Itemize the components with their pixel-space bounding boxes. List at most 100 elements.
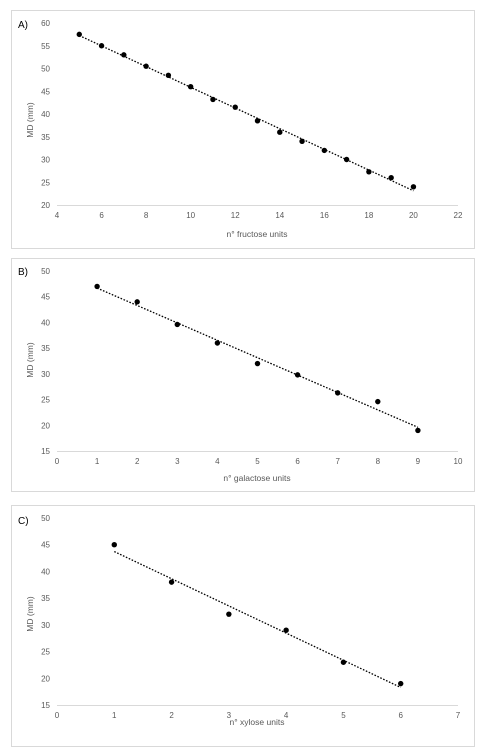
data-point xyxy=(388,175,394,181)
data-points xyxy=(94,283,421,434)
data-point xyxy=(210,96,216,103)
x-tick-label: 0 xyxy=(55,457,60,466)
data-point xyxy=(321,147,328,154)
y-tick-label: 20 xyxy=(41,201,50,210)
y-tick-label: 45 xyxy=(41,87,50,96)
trendline-layer xyxy=(79,34,414,192)
data-point xyxy=(299,138,305,144)
chart-frame xyxy=(11,505,475,747)
y-tick-label: 35 xyxy=(41,594,50,603)
chart-frame xyxy=(11,258,475,492)
y-tick-label: 45 xyxy=(41,293,50,302)
x-tick-label: 14 xyxy=(275,211,284,220)
data-point xyxy=(340,659,347,665)
data-point xyxy=(98,43,105,49)
y-tick-label: 30 xyxy=(41,621,50,630)
chart-panel-a: A) 4 6 8 10 12 14 16 18 20 22 20 25 30 35 40 45 50 55 60 n… xyxy=(11,10,475,249)
y-tick-label: 40 xyxy=(41,318,50,327)
panel-label: A) xyxy=(18,20,28,31)
data-point xyxy=(165,72,172,79)
y-tick-label: 50 xyxy=(41,267,50,276)
y-tick-label: 55 xyxy=(41,42,50,51)
x-tick-label: 12 xyxy=(231,211,240,220)
data-point xyxy=(254,360,261,367)
y-tick-label: 25 xyxy=(41,396,50,405)
panel-label: B) xyxy=(18,267,28,278)
y-tick-label: 15 xyxy=(41,701,50,710)
x-tick-label: 5 xyxy=(255,457,260,466)
x-tick-label: 2 xyxy=(135,457,140,466)
x-tick-label: 10 xyxy=(186,211,195,220)
y-tick-label: 35 xyxy=(41,344,50,353)
y-axis-title: MD (mm) xyxy=(25,102,35,138)
x-tick-label: 6 xyxy=(398,711,403,720)
data-point xyxy=(187,84,194,90)
y-tick-label: 30 xyxy=(41,156,50,165)
axes: 4 6 8 10 12 14 16 18 20 22 20 25 30 35 40 45 50 55 60 xyxy=(41,19,463,220)
y-tick-label: 20 xyxy=(41,674,50,683)
data-point xyxy=(398,680,404,687)
y-tick-label: 15 xyxy=(41,447,50,456)
y-tick-label: 60 xyxy=(41,19,50,28)
data-point xyxy=(277,129,283,135)
data-points xyxy=(76,31,417,190)
data-point xyxy=(232,104,238,110)
trendline xyxy=(79,34,414,192)
x-axis-title: n° galactose units xyxy=(223,473,290,483)
trendline xyxy=(96,287,419,428)
data-point xyxy=(76,31,82,38)
y-tick-label: 50 xyxy=(41,514,50,523)
data-point xyxy=(375,398,381,405)
y-tick-label: 20 xyxy=(41,421,50,430)
y-tick-label: 35 xyxy=(41,133,50,142)
x-tick-label: 18 xyxy=(364,211,373,220)
data-point xyxy=(111,542,117,548)
x-tick-label: 10 xyxy=(454,457,463,466)
data-point xyxy=(283,627,289,633)
x-tick-label: 3 xyxy=(175,457,180,466)
x-tick-label: 3 xyxy=(227,711,232,720)
y-tick-label: 40 xyxy=(41,567,50,576)
x-tick-label: 4 xyxy=(215,457,220,466)
x-axis-title: n° xylose units xyxy=(230,717,285,727)
trendline-layer xyxy=(96,287,419,428)
y-axis-title: MD (mm) xyxy=(25,342,35,378)
x-tick-label: 9 xyxy=(416,457,421,466)
data-point xyxy=(226,611,232,617)
x-tick-label: 16 xyxy=(320,211,329,220)
data-point xyxy=(410,184,417,190)
data-point xyxy=(143,63,149,69)
x-tick-label: 6 xyxy=(295,457,300,466)
x-tick-label: 1 xyxy=(112,711,117,720)
y-tick-label: 40 xyxy=(41,110,50,119)
chart-frame xyxy=(11,10,475,249)
data-point xyxy=(94,283,100,290)
data-point xyxy=(335,390,341,396)
x-tick-label: 8 xyxy=(376,457,381,466)
y-tick-label: 25 xyxy=(41,178,50,187)
x-tick-label: 1 xyxy=(95,457,100,466)
data-point xyxy=(366,169,372,175)
y-tick-label: 50 xyxy=(41,65,50,74)
y-tick-label: 45 xyxy=(41,541,50,550)
x-tick-label: 20 xyxy=(409,211,418,220)
data-points xyxy=(111,542,404,687)
x-tick-label: 0 xyxy=(55,711,60,720)
data-point xyxy=(343,156,350,163)
x-tick-label: 5 xyxy=(341,711,346,720)
x-tick-label: 7 xyxy=(335,457,340,466)
x-tick-label: 22 xyxy=(454,211,463,220)
y-axis-title: MD (mm) xyxy=(25,596,35,632)
data-point xyxy=(415,427,421,434)
x-tick-label: 4 xyxy=(284,711,289,720)
x-tick-label: 6 xyxy=(99,211,104,220)
panel-label: C) xyxy=(18,516,29,527)
y-tick-label: 30 xyxy=(41,370,50,379)
x-tick-label: 4 xyxy=(55,211,60,220)
x-tick-label: 2 xyxy=(169,711,174,720)
data-point xyxy=(254,118,261,124)
x-axis-title: n° fructose units xyxy=(226,229,287,239)
